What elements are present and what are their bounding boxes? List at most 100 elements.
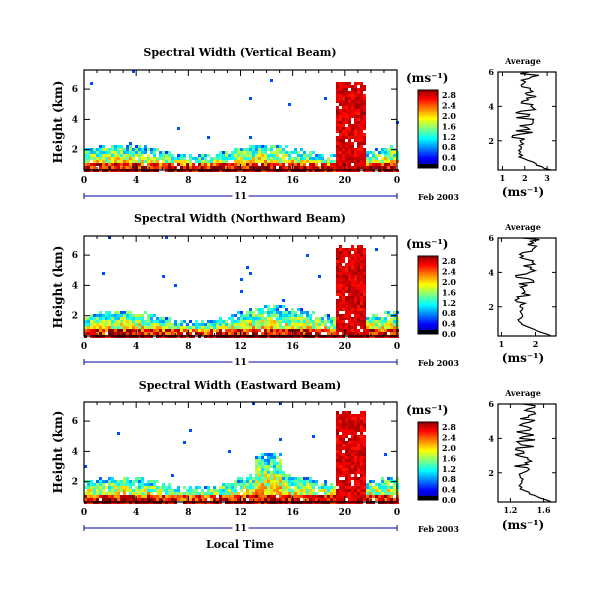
- heatmap-cell: [363, 269, 366, 272]
- heatmap-cell: [369, 326, 372, 329]
- heatmap-cell: [99, 314, 102, 317]
- heatmap-cell: [156, 486, 159, 489]
- heatmap-cell: [192, 157, 195, 160]
- colorbar-tick-label: 0.0: [442, 329, 456, 339]
- heatmap-cell: [147, 160, 150, 163]
- heatmap-cell: [393, 326, 396, 329]
- heatmap-cell: [150, 492, 153, 495]
- heatmap-cell: [132, 320, 135, 323]
- heatmap-cell: [132, 492, 135, 495]
- heatmap-cell: [357, 163, 360, 166]
- heatmap-cell: [294, 326, 297, 329]
- heatmap-cell: [357, 139, 360, 142]
- heatmap-cell: [114, 163, 117, 166]
- heatmap-cell: [276, 492, 279, 495]
- heatmap-cell: [249, 320, 252, 323]
- heatmap-cell: [345, 417, 348, 420]
- heatmap-cell: [360, 323, 363, 326]
- heatmap-cell: [246, 314, 249, 317]
- heatmap-cell: [381, 148, 384, 151]
- heatmap-cell: [279, 145, 282, 148]
- heatmap-cell: [282, 317, 285, 320]
- x-tick-label: 0: [394, 342, 400, 352]
- heatmap-cell: [342, 495, 345, 498]
- heatmap-cell: [87, 317, 90, 320]
- heatmap-cell: [348, 85, 351, 88]
- heatmap-cell: [354, 332, 357, 335]
- heatmap-cell: [183, 154, 186, 157]
- heatmap-cell: [159, 166, 162, 169]
- heatmap-cell: [141, 151, 144, 154]
- heatmap-cell: [348, 329, 351, 332]
- profile-title: Average: [504, 388, 541, 398]
- heatmap-cell: [204, 166, 207, 169]
- heatmap-cell: [276, 157, 279, 160]
- colorbar-swatch: [418, 124, 438, 127]
- heatmap-cell: [303, 483, 306, 486]
- heatmap-cell: [333, 486, 336, 489]
- heatmap-cell: [294, 157, 297, 160]
- heatmap-cell: [297, 326, 300, 329]
- heatmap-cell: [210, 492, 213, 495]
- heatmap-cell: [129, 489, 132, 492]
- heatmap-cell: [288, 332, 291, 335]
- heatmap-cell: [324, 489, 327, 492]
- heatmap-cell: [345, 151, 348, 154]
- heatmap-cell: [279, 402, 282, 405]
- heatmap-cell: [336, 420, 339, 423]
- heatmap-cell: [393, 154, 396, 157]
- colorbar-swatch: [418, 164, 438, 168]
- heatmap-cell: [288, 163, 291, 166]
- profile-x-tick-label: 1: [499, 339, 505, 349]
- heatmap-cell: [309, 157, 312, 160]
- heatmap-cell: [360, 444, 363, 447]
- colorbar-tick-label: 0.0: [442, 495, 456, 505]
- heatmap-cell: [93, 329, 96, 332]
- heatmap-cell: [141, 329, 144, 332]
- heatmap-cell: [90, 329, 93, 332]
- heatmap-cell: [339, 320, 342, 323]
- heatmap-cell: [258, 323, 261, 326]
- heatmap-cell: [174, 326, 177, 329]
- heatmap-cell: [213, 495, 216, 498]
- heatmap-cell: [237, 483, 240, 486]
- heatmap-cell: [342, 426, 345, 429]
- heatmap-cell: [180, 323, 183, 326]
- heatmap-cell: [222, 483, 225, 486]
- heatmap-cell: [363, 272, 366, 275]
- heatmap-cell: [237, 320, 240, 323]
- heatmap-cell: [354, 257, 357, 260]
- heatmap-cell: [237, 326, 240, 329]
- heatmap-cell: [102, 486, 105, 489]
- heatmap-cell: [186, 326, 189, 329]
- heatmap-cell: [315, 498, 318, 501]
- heatmap-cell: [339, 97, 342, 100]
- profile-y-tick-label: 2: [488, 136, 494, 146]
- heatmap-cell: [345, 462, 348, 465]
- heatmap-cell: [168, 154, 171, 157]
- heatmap-cell: [144, 320, 147, 323]
- heatmap-cell: [354, 453, 357, 456]
- heatmap-cell: [306, 166, 309, 169]
- heatmap-cell: [285, 314, 288, 317]
- heatmap-cell: [360, 296, 363, 299]
- profile-x-tick-label: 2: [533, 339, 539, 349]
- heatmap-cell: [234, 326, 237, 329]
- heatmap-cell: [210, 163, 213, 166]
- heatmap-cell: [216, 160, 219, 163]
- heatmap-cell: [138, 480, 141, 483]
- heatmap-cell: [357, 441, 360, 444]
- heatmap-cell: [291, 492, 294, 495]
- heatmap-cell: [294, 320, 297, 323]
- heatmap-cell: [351, 100, 354, 103]
- heatmap-cell: [351, 471, 354, 474]
- heatmap-cell: [267, 317, 270, 320]
- heatmap-cell: [372, 486, 375, 489]
- heatmap-cell: [117, 145, 120, 148]
- heatmap-cell: [354, 248, 357, 251]
- heatmap-cell: [315, 332, 318, 335]
- heatmap-cell: [159, 498, 162, 501]
- heatmap-cell: [345, 489, 348, 492]
- heatmap-cell: [141, 477, 144, 480]
- heatmap-cell: [345, 281, 348, 284]
